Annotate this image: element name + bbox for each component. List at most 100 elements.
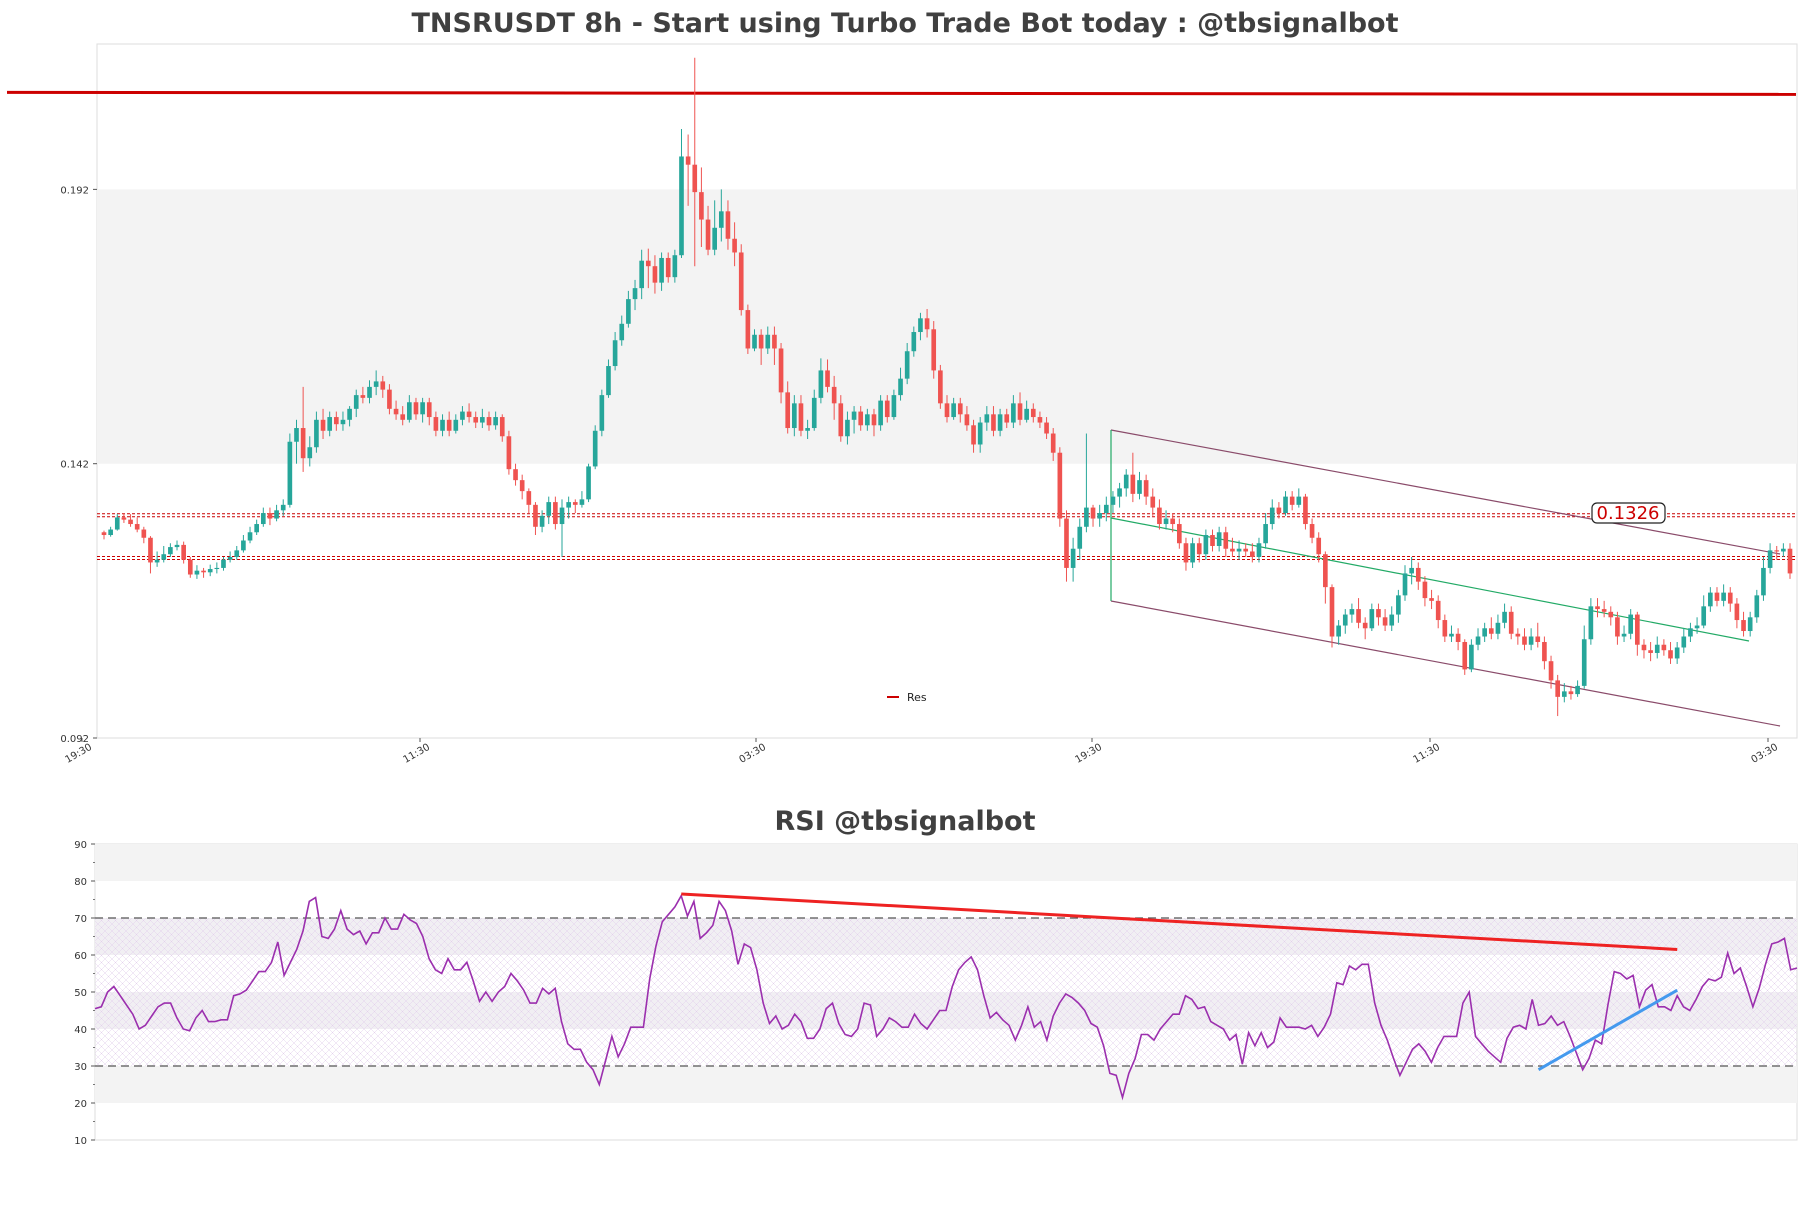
price-label-text: 0.1326 <box>1597 503 1660 524</box>
price-y-axis: 0.092 0.142 0.192 <box>60 185 97 745</box>
candle-body <box>1415 567 1421 582</box>
candle-body <box>718 211 724 228</box>
rsi-level-lines <box>95 917 1797 1067</box>
candle-body <box>831 386 837 404</box>
candle-body <box>997 414 1003 431</box>
candle-body <box>1256 543 1262 557</box>
candle-body <box>1714 592 1720 601</box>
candle-body <box>493 417 498 426</box>
candle-body <box>712 227 718 250</box>
candle-body <box>1163 518 1169 525</box>
candle-body <box>977 422 983 445</box>
legend-label-res: Res <box>907 691 927 704</box>
candle-body <box>134 524 140 530</box>
candle-body <box>360 395 366 398</box>
candle-body <box>878 400 883 426</box>
price-legend: Res <box>887 691 927 704</box>
channel-lower-line <box>1110 600 1781 727</box>
candle-body <box>519 480 525 492</box>
candle-body <box>1555 680 1561 697</box>
candle-body <box>1150 496 1156 508</box>
candle-body <box>1369 609 1375 629</box>
candle-body <box>1787 548 1793 574</box>
rsi-y-tick-label: 50 <box>74 988 87 999</box>
candle-body <box>1781 548 1786 552</box>
candle-body <box>1097 513 1102 519</box>
candle-body <box>738 252 744 311</box>
candle-body <box>114 517 120 530</box>
candle-body <box>1535 636 1541 642</box>
rsi-trendlines <box>681 892 1678 1072</box>
rsi-resistance-trendline <box>681 892 1678 951</box>
candle-body <box>1721 592 1726 601</box>
candle-body <box>314 419 319 448</box>
price-y-tick-label: 0.092 <box>60 734 89 745</box>
candle-body <box>1502 611 1507 623</box>
candle-body <box>234 550 240 557</box>
price-label-background <box>1591 502 1666 524</box>
candle-body <box>652 266 658 283</box>
candle-body <box>446 419 452 431</box>
candle-body <box>745 310 751 349</box>
candle-body <box>141 529 147 538</box>
candle-body <box>1196 543 1202 555</box>
candle-body <box>1628 614 1634 634</box>
candle-body <box>891 395 897 418</box>
candle-body <box>1402 573 1408 596</box>
candle-body <box>420 402 425 415</box>
rsi-y-tick-label: 70 <box>74 914 87 925</box>
candle-body <box>1176 524 1182 544</box>
candle-body <box>811 397 817 429</box>
candle-body <box>1030 408 1036 418</box>
candle-body <box>1236 548 1242 552</box>
candle-body <box>128 519 133 525</box>
candle-body <box>1117 488 1122 497</box>
candle-body <box>280 504 286 511</box>
candle-body <box>214 567 220 570</box>
candle-body <box>1475 636 1481 645</box>
candle-body <box>1090 507 1096 519</box>
candle-body <box>1024 408 1029 420</box>
candle-body <box>626 299 631 324</box>
candle-body <box>426 402 432 418</box>
candle-body <box>1296 496 1302 505</box>
candle-body <box>1342 614 1348 626</box>
candle-body <box>1362 622 1368 629</box>
candle-body <box>108 529 113 536</box>
rsi-y-tick-label: 10 <box>74 1136 87 1147</box>
candle-body <box>539 515 545 527</box>
candle-body <box>1064 518 1069 568</box>
candle-body <box>1044 422 1049 434</box>
candle-body <box>1761 567 1766 596</box>
candle-body <box>805 428 810 431</box>
candle-body <box>619 323 625 341</box>
candle-body <box>1488 628 1494 634</box>
candle-body <box>460 411 465 420</box>
candle-body <box>1615 617 1620 637</box>
candle-body <box>274 510 279 519</box>
candle-body <box>991 414 996 431</box>
candle-body <box>884 400 890 418</box>
candle-body <box>1243 548 1249 552</box>
candle-body <box>692 164 698 193</box>
candle-body <box>599 395 605 431</box>
candles <box>101 57 1793 717</box>
candle-body <box>984 414 990 423</box>
candle-body <box>957 403 963 415</box>
candle-body <box>931 329 937 371</box>
candle-body <box>1223 532 1229 549</box>
candle-body <box>752 334 757 349</box>
candle-body <box>526 491 532 505</box>
candle-body <box>247 532 253 541</box>
candle-body <box>1449 633 1454 637</box>
candle-body <box>227 556 233 560</box>
candle-body <box>871 414 877 426</box>
rsi-band-lower <box>95 1066 1797 1103</box>
rsi-y-tick-label: 30 <box>74 1062 87 1073</box>
candle-body <box>307 447 313 459</box>
price-y-tick-label: 0.192 <box>60 185 89 196</box>
candle-body <box>347 408 352 420</box>
candle-body <box>201 570 206 573</box>
candle-body <box>845 419 850 437</box>
candle-body <box>1708 592 1713 607</box>
